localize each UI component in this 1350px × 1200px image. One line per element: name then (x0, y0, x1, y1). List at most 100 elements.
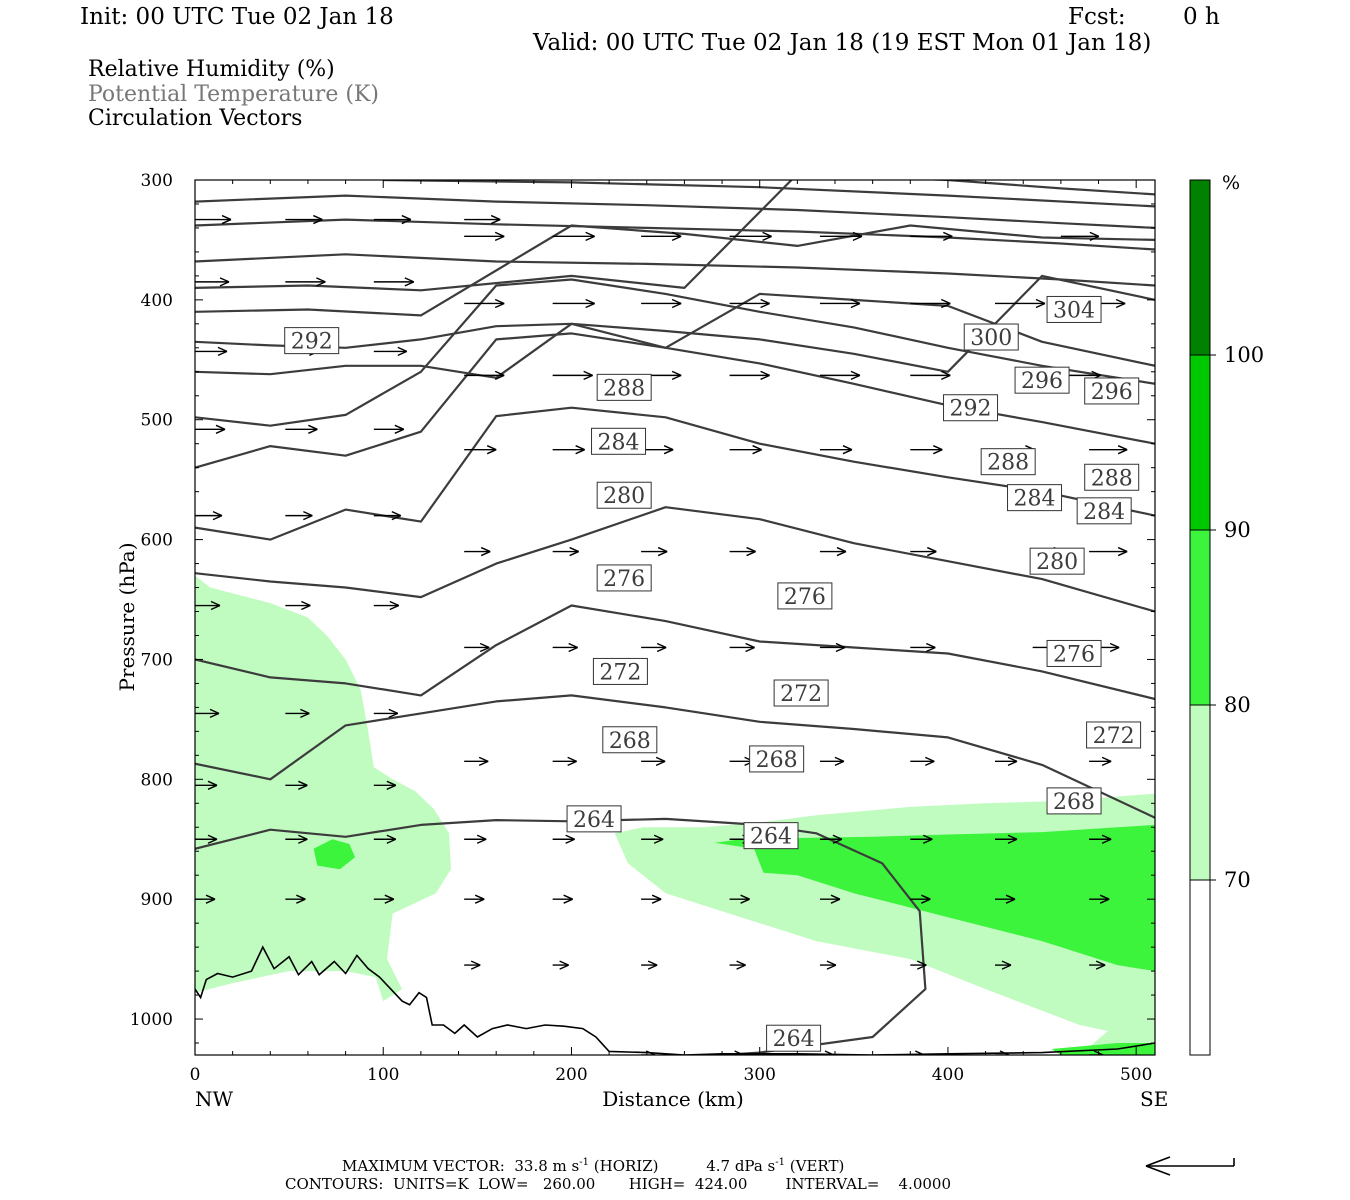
colorbar: 70 80 90 100 (1189, 179, 1264, 1056)
vector-head (836, 550, 847, 557)
vector-head (568, 642, 578, 649)
vector-head (494, 374, 505, 381)
vector-head (826, 960, 837, 966)
vector-head (999, 1050, 1010, 1055)
vector-arrow (464, 214, 501, 225)
vector-head (221, 218, 232, 225)
contour-label-296: 296 (1084, 377, 1140, 405)
vector-arrow (373, 346, 408, 357)
contour-label-box (1029, 547, 1085, 575)
vector-head (209, 712, 220, 719)
vector-arrow (910, 834, 933, 844)
vector-arrow (373, 834, 397, 844)
contour-label-272: 272 (592, 657, 648, 685)
vector-arrow (819, 894, 841, 904)
vector-head (568, 646, 578, 653)
vector-head (575, 445, 585, 451)
vector-head (746, 546, 756, 553)
vector-head (651, 894, 662, 900)
vector-head (476, 838, 487, 844)
rh-80-region-0 (313, 839, 355, 870)
contour-label-text: 296 (1021, 369, 1063, 394)
vector-arrow (910, 960, 927, 970)
vector-head (746, 550, 756, 557)
vector-head (401, 218, 412, 225)
contour-label-box (1046, 787, 1102, 815)
vector-arrow (819, 546, 847, 557)
contour-label-box (773, 679, 829, 707)
y-axis-title: Pressure (hPa) (115, 543, 139, 692)
vector-head (478, 760, 489, 766)
vector-head (384, 898, 395, 904)
vector-arrow (819, 370, 861, 381)
contour-label-box (596, 481, 652, 509)
horiz-unit-exp: -1 (579, 1157, 589, 1168)
contour-label-272: 272 (1086, 721, 1142, 749)
vector-head (736, 964, 746, 970)
contour-label-box (1076, 497, 1132, 525)
max-vert-value: 4.7 dPa s (706, 1157, 776, 1175)
max-vector-label: MAXIMUM VECTOR: (342, 1157, 505, 1175)
vector-head (300, 708, 310, 715)
vector-head (384, 894, 395, 900)
contour-label-text: 284 (1014, 487, 1056, 512)
vector-head (486, 445, 497, 451)
vector-head (671, 298, 682, 305)
contour-label-box (1086, 721, 1142, 749)
contour-label-284: 284 (591, 427, 647, 455)
vector-head (569, 550, 579, 557)
colorbar-segment (1190, 355, 1210, 530)
contours-info: CONTOURS: UNITS=K LOW= 260.00 HIGH= 424.… (285, 1175, 951, 1193)
vector-arrow (464, 642, 490, 653)
contour-label-box (980, 448, 1036, 476)
vector-head (663, 445, 674, 451)
vector-arrow (285, 600, 311, 611)
vector-head (1117, 449, 1128, 455)
colorbar-segment (1190, 530, 1210, 705)
vector-head (651, 898, 662, 904)
contour-label-272: 272 (773, 679, 829, 707)
contour-label-text: 284 (1083, 500, 1125, 525)
vector-head (394, 424, 405, 430)
colorbar-label: 90 (1224, 518, 1251, 542)
vector-head (391, 514, 402, 521)
vector-head (826, 964, 837, 970)
vector-arrow (641, 1050, 656, 1055)
vector-arrow (195, 708, 220, 719)
vector-head (494, 298, 505, 305)
theta-contour-280 (195, 406, 1155, 541)
contour-label-280: 280 (596, 481, 652, 509)
vector-head (480, 546, 491, 553)
contour-label-box (943, 394, 999, 422)
contour-label-box (596, 373, 652, 401)
vector-head (210, 600, 221, 607)
contour-label-box (766, 1024, 822, 1052)
vector-head (563, 894, 573, 900)
contour-label-box (1007, 484, 1063, 512)
vector-arrow (1089, 834, 1112, 844)
vector-head (943, 235, 953, 241)
vector-arrow (464, 298, 505, 309)
contour-label-box (777, 582, 833, 610)
vector-head (565, 838, 575, 844)
x-axis-left-end: NW (195, 1087, 234, 1111)
vector-arrow (995, 834, 1018, 844)
vector-head (850, 370, 861, 377)
vector-head (1115, 302, 1126, 309)
contour-label-text: 284 (598, 430, 640, 455)
x-tick-label: 500 (1120, 1065, 1152, 1085)
vector-arrow (819, 834, 843, 844)
vector-head (1101, 834, 1112, 840)
vector-head (494, 370, 505, 377)
contour-label-text: 268 (756, 748, 798, 773)
vector-head (836, 546, 847, 553)
vector-head (852, 235, 863, 241)
colorbar-unit: % (1222, 172, 1240, 194)
vector-head (397, 350, 408, 357)
reference-vector-arrow-icon (1145, 1156, 1235, 1176)
vector-head (205, 894, 216, 900)
theta-contour-272 (195, 604, 1155, 701)
vector-head (303, 514, 313, 521)
vector-arrow (995, 298, 1046, 309)
